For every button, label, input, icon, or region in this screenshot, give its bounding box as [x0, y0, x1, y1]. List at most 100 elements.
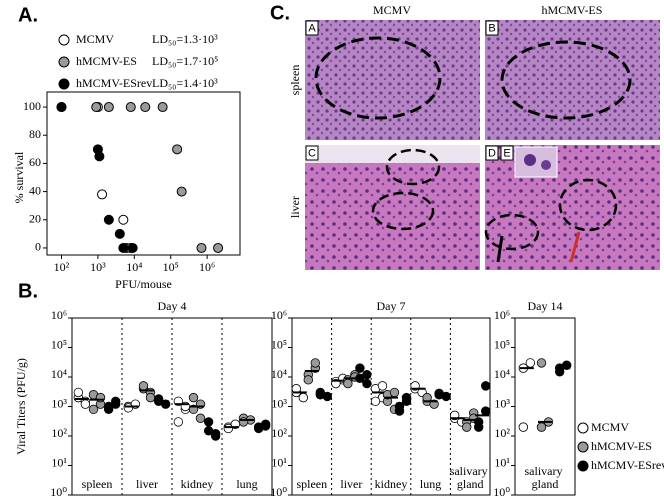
- legend-label: MCMV: [591, 420, 629, 434]
- panel-label: A.: [18, 4, 38, 26]
- panel-label: B.: [18, 280, 38, 302]
- point: [118, 242, 129, 253]
- y-tick-label: 10³: [51, 396, 67, 410]
- y-tick-label: 10⁶: [51, 308, 67, 322]
- x-tick-label: 10³: [90, 260, 106, 274]
- category-label: kidney: [375, 477, 408, 491]
- point: [103, 102, 114, 113]
- row-label: liver: [288, 196, 302, 218]
- tile-letter: B: [488, 22, 495, 34]
- category-label: liver: [340, 477, 362, 491]
- y-tick-label: 60: [29, 155, 41, 169]
- legend-label: MCMV: [76, 32, 114, 46]
- tile-box: [485, 145, 499, 161]
- point: [114, 228, 125, 239]
- point: [481, 406, 491, 416]
- point: [176, 186, 187, 197]
- x-tick-label: 10⁵: [163, 260, 179, 274]
- inset: [514, 146, 558, 178]
- region-outline: [484, 213, 540, 251]
- legend-marker: [58, 78, 70, 90]
- y-axis-label: % survival: [12, 151, 26, 203]
- point: [298, 392, 309, 403]
- region-outline: [558, 178, 618, 232]
- point: [518, 422, 529, 432]
- image-tile: [485, 20, 660, 140]
- plot-frame: [46, 91, 241, 256]
- y-tick-label: 10³: [271, 396, 287, 410]
- point: [536, 358, 547, 368]
- y-tick-label: 10²: [494, 426, 510, 440]
- point: [56, 102, 67, 113]
- y-tick-label: 10⁵: [271, 337, 287, 351]
- category-label: spleen: [296, 477, 327, 491]
- tile-letters: A B C D E: [305, 20, 514, 161]
- x-tick-label: 10⁴: [126, 260, 142, 274]
- point: [157, 102, 168, 113]
- tile-letter: D: [488, 147, 496, 159]
- point: [195, 413, 206, 423]
- histology: [305, 20, 660, 270]
- point: [536, 422, 547, 432]
- panel-title: Day 4: [158, 299, 187, 313]
- point: [377, 381, 388, 391]
- tile-letter: A: [308, 22, 316, 34]
- tile-box: [500, 145, 514, 161]
- x-tick-label: 10⁶: [199, 260, 215, 274]
- y-tick-label: 10⁰: [270, 485, 287, 499]
- tile-box: [305, 145, 319, 161]
- y-tick-label: 10³: [494, 396, 510, 410]
- point: [210, 428, 221, 439]
- point: [310, 358, 321, 368]
- point: [73, 387, 84, 398]
- x-tick-label: 10²: [54, 260, 70, 274]
- region-outline: [371, 191, 435, 231]
- panel-label: C.: [270, 2, 290, 24]
- y-tick-label: 10⁴: [271, 367, 287, 381]
- capsule: [305, 145, 480, 163]
- y-tick-label: 40: [29, 183, 41, 197]
- point: [525, 358, 536, 368]
- category-label: lung: [420, 477, 441, 491]
- inset-cell: [524, 154, 536, 166]
- point: [389, 387, 400, 398]
- panel-title: Day 14: [528, 299, 563, 313]
- arrow: [496, 235, 504, 263]
- point: [91, 102, 102, 113]
- y-tick-label: 10⁰: [50, 485, 67, 499]
- annotation: LD₅₀=1.7·10⁵: [152, 54, 218, 68]
- column-label: MCMV: [373, 3, 411, 17]
- y-tick-label: 80: [29, 127, 41, 141]
- inset-cell: [541, 160, 551, 170]
- point: [127, 242, 138, 253]
- point: [213, 242, 224, 253]
- point: [362, 369, 372, 380]
- arrow: [569, 231, 581, 263]
- point: [103, 214, 114, 225]
- y-tick-label: 10¹: [494, 455, 510, 469]
- point: [362, 378, 372, 389]
- point: [123, 403, 134, 413]
- y-tick-label: 10⁵: [51, 337, 67, 351]
- row-label: spleen: [288, 65, 302, 96]
- category-label: kidney: [181, 477, 214, 491]
- column-label: hMCMV-ES: [542, 3, 603, 17]
- tile-box: [305, 20, 319, 36]
- tile-box: [485, 20, 499, 36]
- point: [172, 144, 183, 155]
- category-label: spleen: [82, 477, 113, 491]
- y-tick-label: 10¹: [51, 455, 67, 469]
- legend-marker: [577, 460, 589, 472]
- point: [474, 422, 484, 432]
- point: [94, 151, 105, 162]
- tile-letter: E: [503, 147, 510, 159]
- y-tick-label: 10²: [51, 426, 67, 440]
- point: [355, 363, 365, 373]
- legend-label: hMCMV-ESrev: [76, 76, 152, 90]
- point: [223, 423, 234, 434]
- category-label: salivary gland: [450, 464, 491, 491]
- legend-marker: [577, 441, 589, 453]
- region-outline: [314, 36, 442, 120]
- point: [238, 417, 249, 427]
- y-tick-label: 20: [29, 212, 41, 226]
